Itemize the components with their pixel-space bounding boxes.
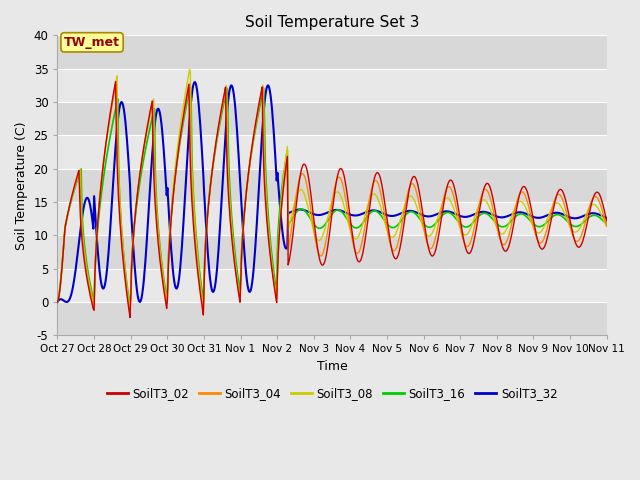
- Bar: [58, 235, 607, 269]
- Bar: [58, 168, 607, 202]
- Bar: [58, 69, 607, 102]
- Bar: [58, 202, 607, 235]
- Legend: SoilT3_02, SoilT3_04, SoilT3_08, SoilT3_16, SoilT3_32: SoilT3_02, SoilT3_04, SoilT3_08, SoilT3_…: [102, 382, 562, 404]
- Y-axis label: Soil Temperature (C): Soil Temperature (C): [15, 121, 28, 250]
- X-axis label: Time: Time: [317, 360, 348, 373]
- Bar: [58, 102, 607, 135]
- Bar: [58, 36, 607, 69]
- Bar: [58, 269, 607, 302]
- Text: TW_met: TW_met: [64, 36, 120, 49]
- Title: Soil Temperature Set 3: Soil Temperature Set 3: [244, 15, 419, 30]
- Bar: [58, 135, 607, 168]
- Bar: [58, 302, 607, 336]
